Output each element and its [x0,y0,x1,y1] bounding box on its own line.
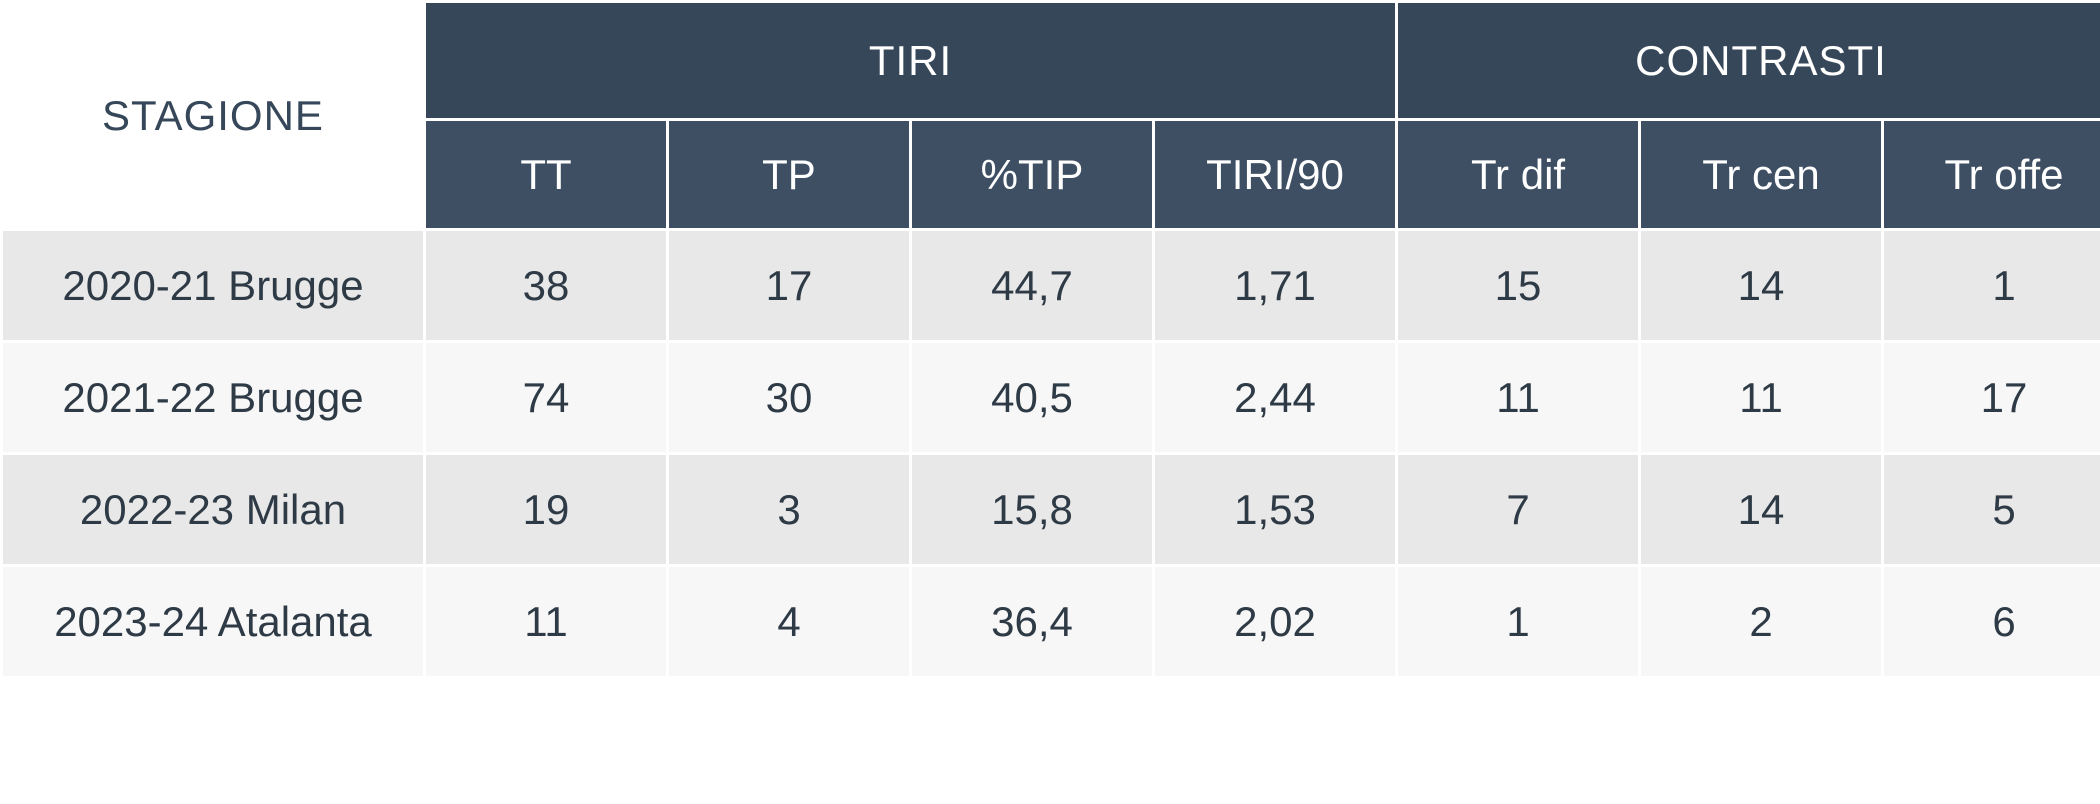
value-cell: 1,53 [1155,455,1395,564]
value-cell: 11 [426,567,666,676]
subheader-trcen: Tr cen [1641,121,1881,228]
stats-table: STAGIONE TIRI CONTRASTI TT TP %TIP TIRI/… [0,0,2100,679]
season-cell: 2021-22 Brugge [3,343,423,452]
subheader-troffe: Tr offe [1884,121,2100,228]
header-row-groups: STAGIONE TIRI CONTRASTI [3,3,2100,118]
subheader-tp: TP [669,121,909,228]
value-cell: 3 [669,455,909,564]
value-cell: 15,8 [912,455,1152,564]
value-cell: 2 [1641,567,1881,676]
value-cell: 7 [1398,455,1638,564]
table-row: 2020-21 Brugge381744,71,7115141 [3,231,2100,340]
season-cell: 2023-24 Atalanta [3,567,423,676]
value-cell: 1 [1884,231,2100,340]
season-cell: 2020-21 Brugge [3,231,423,340]
value-cell: 1,71 [1155,231,1395,340]
value-cell: 19 [426,455,666,564]
value-cell: 2,02 [1155,567,1395,676]
value-cell: 17 [1884,343,2100,452]
value-cell: 15 [1398,231,1638,340]
value-cell: 2,44 [1155,343,1395,452]
value-cell: 44,7 [912,231,1152,340]
value-cell: 1 [1398,567,1638,676]
table-row: 2021-22 Brugge743040,52,44111117 [3,343,2100,452]
subheader-tip: %TIP [912,121,1152,228]
value-cell: 5 [1884,455,2100,564]
subheader-trdif: Tr dif [1398,121,1638,228]
value-cell: 74 [426,343,666,452]
value-cell: 30 [669,343,909,452]
table-row: 2023-24 Atalanta11436,42,02126 [3,567,2100,676]
group-header-contrasti: CONTRASTI [1398,3,2100,118]
value-cell: 11 [1398,343,1638,452]
table-row: 2022-23 Milan19315,81,537145 [3,455,2100,564]
value-cell: 40,5 [912,343,1152,452]
subheader-tiri90: TIRI/90 [1155,121,1395,228]
value-cell: 14 [1641,231,1881,340]
group-header-tiri: TIRI [426,3,1395,118]
value-cell: 6 [1884,567,2100,676]
subheader-tt: TT [426,121,666,228]
season-cell: 2022-23 Milan [3,455,423,564]
value-cell: 17 [669,231,909,340]
value-cell: 4 [669,567,909,676]
stats-tbody: 2020-21 Brugge381744,71,71151412021-22 B… [3,231,2100,676]
value-cell: 38 [426,231,666,340]
value-cell: 14 [1641,455,1881,564]
value-cell: 11 [1641,343,1881,452]
value-cell: 36,4 [912,567,1152,676]
season-header: STAGIONE [3,3,423,228]
